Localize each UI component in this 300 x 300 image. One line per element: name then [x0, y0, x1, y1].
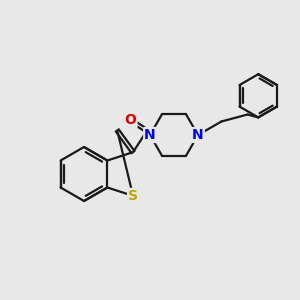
Text: N: N — [144, 128, 156, 142]
Text: O: O — [124, 113, 136, 127]
Text: N: N — [192, 128, 204, 142]
Text: S: S — [128, 189, 138, 203]
